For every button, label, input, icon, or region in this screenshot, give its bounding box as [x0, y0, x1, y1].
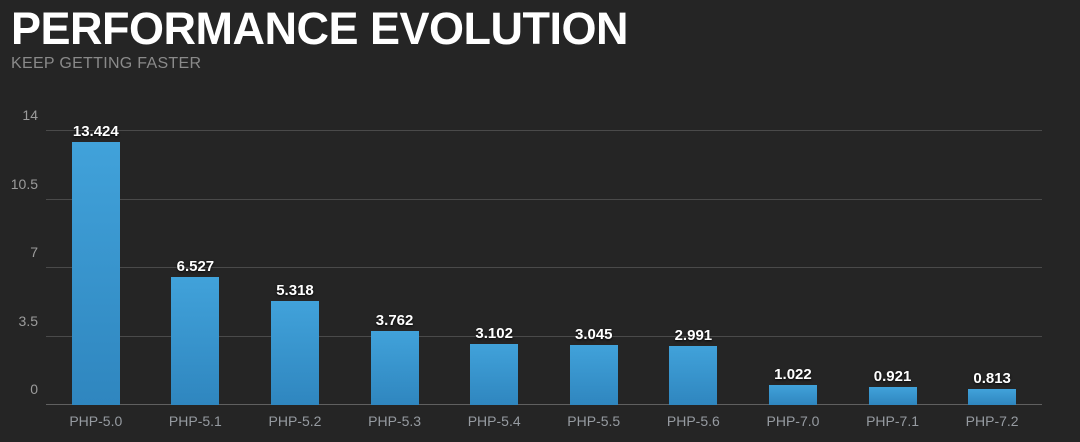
bar-php-7.2 [968, 389, 1017, 405]
gridline [46, 267, 1042, 268]
chart-subtitle: KEEP GETTING FASTER [11, 54, 202, 72]
bar-php-7.1 [868, 386, 917, 405]
gridline [46, 335, 1042, 337]
x-axis-category-label: PHP-5.5 [567, 413, 621, 429]
y-axis-tick-label: 10.5 [10, 175, 38, 192]
bar-value-label: 2.991 [674, 327, 713, 345]
bar-php-5.5 [569, 345, 618, 405]
y-axis-tick-label: 3.5 [18, 312, 38, 329]
x-axis-category-label: PHP-5.6 [666, 413, 720, 429]
bar-php-5.4 [470, 344, 519, 405]
x-axis-category-label: PHP-5.2 [268, 413, 322, 429]
bars-container: 13.424 PHP-5.0 6.527 PHP-5.1 5.318 PHP-5.2 3.7… [46, 123, 1042, 429]
chart-header: PERFORMANCE EVOLUTION KEEP GETTING FASTE… [11, 3, 629, 73]
bar-slot: 1.022 PHP-7.0 [743, 131, 843, 429]
bar-php-5.0 [71, 142, 120, 405]
bar-php-5.3 [370, 331, 419, 405]
x-axis-line [46, 404, 1042, 405]
bar-slot: 3.045 PHP-5.5 [544, 131, 644, 429]
bar-value-label: 0.813 [973, 370, 1011, 388]
chart-title: PERFORMANCE EVOLUTION [11, 3, 629, 54]
x-axis-category-label: PHP-7.1 [866, 413, 920, 429]
bar-value-label: 5.318 [276, 281, 314, 299]
bar-slot: 5.318 PHP-5.2 [245, 131, 345, 429]
bar-php-5.6 [669, 346, 718, 405]
bar-slot: 13.424 PHP-5.0 [46, 123, 146, 429]
y-axis-tick-label: 0 [30, 381, 38, 397]
bar-value-label: 13.424 [72, 123, 119, 141]
bar-value-label: 1.022 [774, 366, 812, 383]
y-axis-tick-label: 7 [30, 244, 38, 260]
bar-slot: 0.813 PHP-7.2 [942, 131, 1042, 429]
bar-php-7.0 [768, 385, 817, 405]
bar-php-5.1 [171, 277, 220, 405]
x-axis-category-label: PHP-7.2 [965, 413, 1019, 429]
bar-slot: 6.527 PHP-5.1 [146, 131, 246, 429]
gridline [46, 198, 1042, 200]
x-axis-category-label: PHP-5.1 [168, 413, 222, 429]
bar-chart-plot-area: 0 3.5 7 10.5 14 13.424 PHP-5.0 6.527 PHP-5.1 5.31… [11, 107, 1042, 429]
bar-slot: 3.762 PHP-5.3 [345, 131, 445, 429]
x-axis-category-label: PHP-5.3 [368, 413, 422, 429]
bar-value-label: 3.762 [375, 312, 414, 330]
bar-value-label: 3.045 [574, 326, 613, 344]
y-axis-tick-label: 14 [22, 107, 38, 123]
x-axis-category-label: PHP-5.0 [69, 413, 123, 429]
bar-value-label: 0.921 [873, 367, 912, 385]
x-axis-category-label: PHP-7.0 [766, 413, 820, 429]
x-axis-category-label: PHP-5.4 [467, 413, 521, 429]
bar-slot: 0.921 PHP-7.1 [843, 131, 943, 429]
bar-slot: 3.102 PHP-5.4 [444, 131, 544, 429]
bar-value-label: 3.102 [475, 325, 513, 343]
bar-value-label: 6.527 [176, 258, 215, 276]
bar-slot: 2.991 PHP-5.6 [644, 131, 744, 429]
gridline [46, 130, 1042, 131]
bar-php-5.2 [270, 300, 319, 405]
